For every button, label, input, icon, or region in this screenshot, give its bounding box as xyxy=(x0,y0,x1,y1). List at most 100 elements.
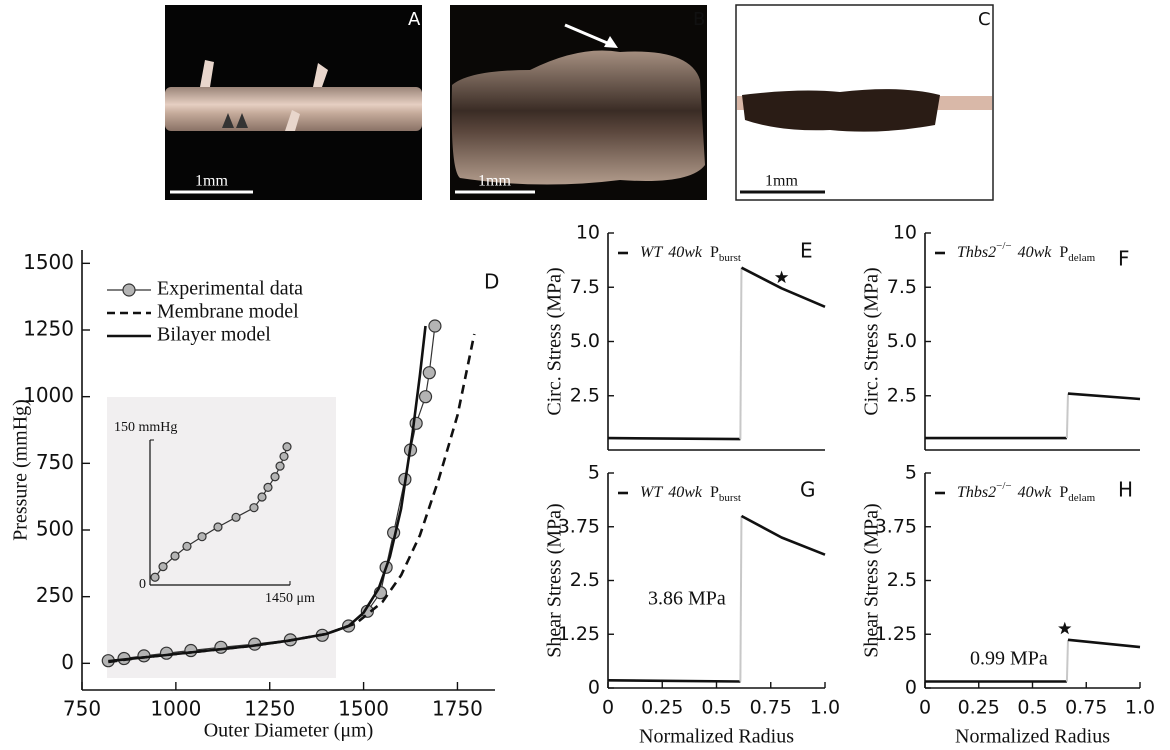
jump-line xyxy=(1065,639,1069,682)
legend-marker xyxy=(122,283,136,297)
y-tick-label: 10 xyxy=(576,222,600,244)
panel-label: F xyxy=(1118,247,1130,271)
legend-label: WT 40wk Pburst xyxy=(640,484,741,504)
x-tick-label: 0.75 xyxy=(750,697,792,719)
y-tick-label: 2.5 xyxy=(570,384,600,406)
legend-genotype: WT xyxy=(640,244,663,261)
scale-bar-label: 1mm xyxy=(478,173,511,190)
data-point xyxy=(270,472,280,482)
x-tick-label: 1.0 xyxy=(810,697,840,719)
jump-line xyxy=(1065,393,1069,439)
x-tick-label: 1450 μm xyxy=(265,591,315,606)
series-line xyxy=(1067,638,1141,649)
y-tick-label: 2.5 xyxy=(887,569,917,591)
x-tick-label: 0.5 xyxy=(701,697,731,719)
y-tick-label: 0 xyxy=(139,577,146,592)
y-tick-label: 150 mmHg xyxy=(114,420,177,435)
photo-c xyxy=(735,4,994,201)
y-tick-label: 2.5 xyxy=(887,384,917,406)
y-axis-title: Shear Stress (MPa) xyxy=(544,503,566,657)
legend-symbol: P xyxy=(710,484,719,501)
panel: 2.5 5.0 7.5 10 Circ. Stress (MPa) E WT 40wk Pbur… xyxy=(544,222,826,451)
y-tick-label: 5 xyxy=(905,462,917,484)
y-tick-label: 0 xyxy=(61,650,74,674)
legend-age: 40wk xyxy=(1018,244,1053,261)
panel-label: G xyxy=(800,478,816,502)
data-point xyxy=(231,512,241,522)
legend-genotype: Thbs2 xyxy=(957,484,996,501)
photo-b xyxy=(450,5,707,200)
y-axis-title: Circ. Stress (MPa) xyxy=(861,267,883,415)
legend-age: 40wk xyxy=(1018,484,1053,501)
data-point xyxy=(182,541,192,551)
y-tick-label: 1.25 xyxy=(558,623,600,645)
series-line xyxy=(108,333,476,664)
y-tick-label: 5 xyxy=(588,462,600,484)
x-tick-label: 0 xyxy=(919,697,931,719)
y-tick-label: 0 xyxy=(905,677,917,699)
data-point xyxy=(249,503,259,513)
y-tick-label: 5.0 xyxy=(887,330,917,352)
star-marker xyxy=(774,270,789,284)
scale-bar-label: 1mm xyxy=(195,173,228,190)
inset-background xyxy=(107,397,336,678)
y-axis-title: Pressure (mmHg) xyxy=(10,399,32,541)
legend-genotype: Thbs2 xyxy=(957,244,996,261)
data-point xyxy=(214,640,228,654)
legend-age: 40wk xyxy=(668,244,703,261)
panel: 0 1.25 2.5 3.75 5 0 0.25 0.5 0.75 1.0 Normalized R… xyxy=(544,462,841,748)
annotation: 3.86 MPa xyxy=(648,588,726,610)
legend-label: Bilayer model xyxy=(157,324,271,346)
x-tick-label: 1500 xyxy=(338,697,389,721)
legend-label: Thbs2−/− 40wk Pdelam xyxy=(957,480,1096,504)
data-point xyxy=(418,390,433,404)
x-tick-label: 750 xyxy=(63,697,101,721)
x-tick-label: 1750 xyxy=(432,697,483,721)
data-point xyxy=(184,643,198,658)
data-point xyxy=(170,551,180,561)
y-tick-label: 7.5 xyxy=(887,276,917,298)
y-tick-label: 500 xyxy=(36,517,74,541)
x-tick-label: 1250 xyxy=(244,697,295,721)
x-axis-title: Normalized Radius xyxy=(955,726,1110,748)
x-axis-title: Normalized Radius xyxy=(639,726,794,748)
panel-label: E xyxy=(800,239,813,263)
series-line xyxy=(740,266,826,308)
photo-label: B xyxy=(693,9,705,30)
panel: 0 1.25 2.5 3.75 5 0 0.25 0.5 0.75 1.0 Normalized R… xyxy=(861,462,1156,748)
annotation: 0.99 MPa xyxy=(970,648,1048,670)
legend-age: 40wk xyxy=(668,484,703,501)
y-tick-label: 2.5 xyxy=(570,569,600,591)
legend-subscript: delam xyxy=(1068,492,1095,504)
y-tick-label: 3.75 xyxy=(558,515,600,537)
series-line xyxy=(607,679,741,683)
legend-label: Thbs2−/− 40wk Pdelam xyxy=(957,240,1096,264)
y-tick-label: 3.75 xyxy=(875,515,917,537)
data-point xyxy=(257,492,267,502)
panel-label: D xyxy=(484,270,499,294)
data-point xyxy=(428,319,442,333)
legend-label: Membrane model xyxy=(157,301,299,323)
series-line xyxy=(1067,392,1141,401)
series-line xyxy=(108,325,427,663)
data-point xyxy=(282,442,292,452)
x-axis-title: Outer Diameter (μm) xyxy=(204,720,374,742)
data-point xyxy=(159,646,174,660)
y-axis-title: Circ. Stress (MPa) xyxy=(544,267,566,415)
legend-subscript: delam xyxy=(1068,252,1095,264)
data-point xyxy=(275,461,285,471)
photo-label: C xyxy=(978,9,991,30)
y-tick-label: 10 xyxy=(893,222,917,244)
y-tick-label: 750 xyxy=(36,450,74,474)
legend-genotype: WT xyxy=(640,484,663,501)
y-tick-label: 1250 xyxy=(23,317,74,341)
y-tick-label: 7.5 xyxy=(570,276,600,298)
x-tick-label: 0 xyxy=(602,697,614,719)
data-point xyxy=(422,366,436,380)
panel-label: H xyxy=(1118,478,1133,502)
panel: 2.5 5.0 7.5 10 Circ. Stress (MPa) F Thbs2−/− 40… xyxy=(861,222,1141,451)
x-tick-label: 0.5 xyxy=(1017,697,1047,719)
y-tick-label: 1500 xyxy=(23,250,74,274)
legend-subscript: burst xyxy=(719,492,741,504)
